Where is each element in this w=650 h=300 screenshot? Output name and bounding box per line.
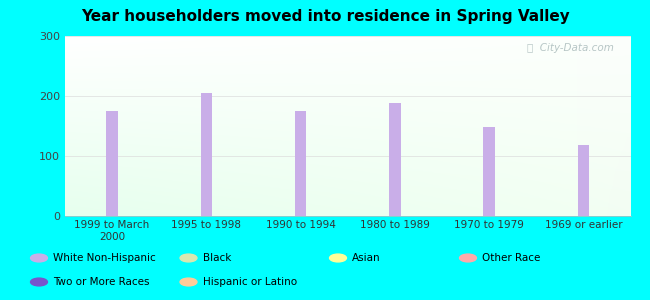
- Text: Black: Black: [203, 253, 231, 263]
- Text: ⓘ  City-Data.com: ⓘ City-Data.com: [526, 43, 614, 53]
- Text: Hispanic or Latino: Hispanic or Latino: [203, 277, 297, 287]
- Text: White Non-Hispanic: White Non-Hispanic: [53, 253, 156, 263]
- Bar: [295, 111, 306, 216]
- Text: Other Race: Other Race: [482, 253, 541, 263]
- Bar: [578, 145, 589, 216]
- Bar: [107, 111, 118, 216]
- Text: Year householders moved into residence in Spring Valley: Year householders moved into residence i…: [81, 9, 569, 24]
- Bar: [389, 103, 400, 216]
- Bar: [201, 93, 212, 216]
- Bar: [484, 127, 495, 216]
- Text: Asian: Asian: [352, 253, 381, 263]
- Text: Two or More Races: Two or More Races: [53, 277, 150, 287]
